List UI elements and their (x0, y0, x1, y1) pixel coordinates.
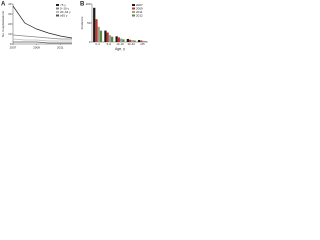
legend-swatch (132, 7, 135, 10)
legend-label: 2007 (136, 3, 143, 7)
bar (111, 36, 114, 42)
panel-label: A (1, 2, 6, 8)
y-tick-label: 0 (10, 42, 12, 46)
legend-swatch (132, 4, 135, 6)
x-tick-label: ≥65 (140, 42, 145, 46)
data-line (13, 41, 72, 44)
data-line (12, 38, 72, 42)
bar (137, 40, 141, 42)
legend-swatch (56, 14, 59, 17)
bar (108, 35, 112, 42)
x-tick-label: 2007 (10, 45, 17, 49)
bar (120, 38, 123, 42)
legend-label: 5–19 y (60, 6, 70, 10)
y-tick-label: 100 (85, 2, 90, 6)
bar (131, 40, 134, 42)
bar (104, 30, 107, 42)
bar (115, 36, 118, 42)
legend-label: 2011 (136, 10, 143, 14)
x-tick-label: 2009 (33, 45, 40, 49)
legend-swatch (132, 14, 135, 17)
y-tick-label: 20 (8, 22, 12, 26)
x-axis-title: Age, y (115, 47, 125, 51)
x-tick-label: 0–4 (95, 42, 100, 46)
data-line (12, 5, 73, 39)
legend-swatch (132, 11, 135, 13)
bar (122, 39, 125, 42)
bar (144, 41, 147, 42)
bar (106, 32, 109, 42)
legend-swatch (56, 7, 59, 10)
bar (117, 37, 120, 42)
x-tick-label: 5–9 (107, 42, 112, 46)
bar (93, 7, 96, 43)
bar (95, 19, 98, 42)
bar (126, 38, 129, 42)
legend-label: <5 y (60, 3, 66, 7)
y-axis-title: Incidence (80, 16, 84, 29)
y-axis-title: No. hospitalizations (1, 10, 5, 37)
legend-swatch (56, 11, 59, 13)
bar (99, 30, 103, 42)
y-tick-label: 10 (8, 32, 12, 36)
data-line (12, 34, 72, 40)
y-tick-label: 50 (87, 21, 91, 25)
y-tick-label: 0 (89, 40, 91, 44)
bar (140, 40, 143, 42)
bar (142, 40, 145, 42)
legend-label: 2012 (136, 13, 143, 17)
legend-label: 20–64 y (60, 10, 71, 14)
bar (97, 26, 100, 42)
bar (128, 39, 132, 42)
legend-label: ≥65 y (60, 13, 68, 17)
panel-label: B (80, 2, 85, 8)
y-tick-label: 40 (8, 2, 12, 6)
bar (133, 40, 136, 42)
legend-swatch (56, 4, 59, 6)
legend-label: 2009 (136, 6, 143, 10)
x-tick-label: 10–19 (116, 42, 124, 46)
x-tick-label: 20–64 (128, 42, 136, 46)
y-tick-label: 30 (8, 12, 12, 16)
x-tick-label: 2011 (57, 45, 64, 49)
